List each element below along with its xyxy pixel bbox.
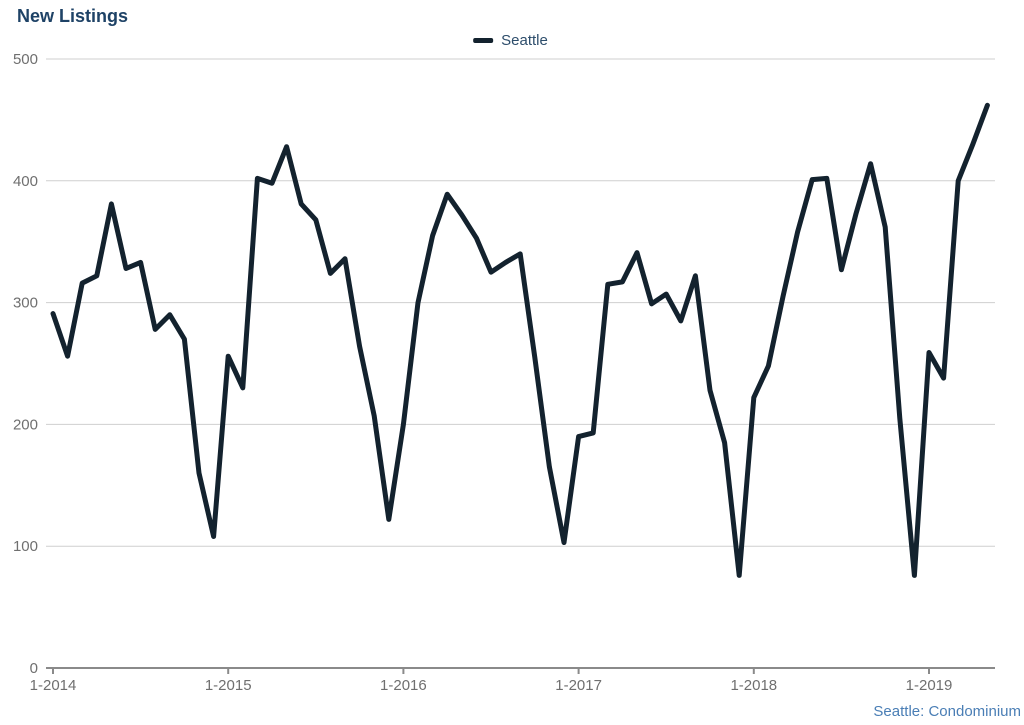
chart-footnote: Seattle: Condominium bbox=[873, 703, 1021, 720]
x-axis-label: 1-2019 bbox=[906, 677, 953, 694]
legend-item-seattle[interactable]: Seattle bbox=[473, 32, 548, 49]
x-axis-label: 1-2014 bbox=[30, 677, 77, 694]
y-axis-label: 300 bbox=[13, 295, 38, 312]
series-line-seattle bbox=[50, 102, 990, 578]
y-axis-label: 200 bbox=[13, 416, 38, 433]
legend-line-marker bbox=[473, 38, 494, 43]
x-axis-label: 1-2016 bbox=[380, 677, 427, 694]
x-axis-label: 1-2015 bbox=[205, 677, 252, 694]
chart-title: New Listings bbox=[17, 6, 129, 26]
legend-label: Seattle bbox=[501, 32, 548, 49]
y-axis-label: 0 bbox=[30, 660, 38, 677]
x-axis-label: 1-2017 bbox=[555, 677, 602, 694]
y-axis-label: 400 bbox=[13, 173, 38, 190]
y-axis-label: 100 bbox=[13, 538, 38, 555]
x-axis-label: 1-2018 bbox=[730, 677, 777, 694]
y-axis-label: 500 bbox=[13, 51, 38, 68]
